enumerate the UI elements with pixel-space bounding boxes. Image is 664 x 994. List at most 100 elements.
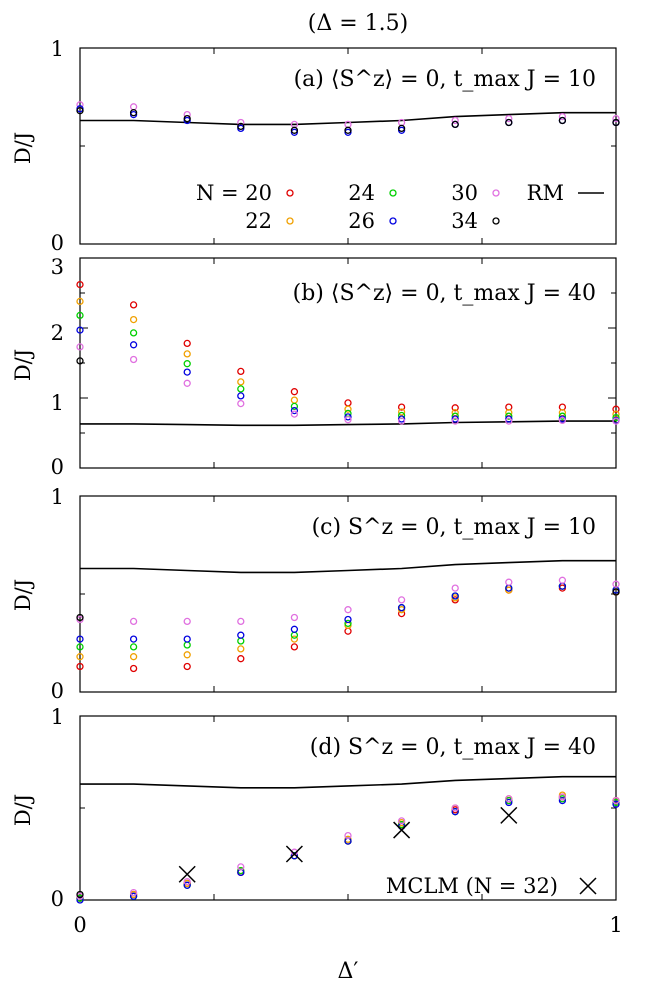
panel-d-point-pink-3 — [237, 863, 245, 871]
panel-b-point-pink-9 — [558, 416, 567, 425]
panel-d-point-pink-1 — [129, 888, 138, 897]
panel-c-point-pink-4 — [290, 613, 299, 622]
panel-d-point-pink-7 — [451, 804, 459, 812]
panel-b-rm-line — [80, 420, 616, 427]
panel-d-annotation: (d) S^z = 0, t_max J = 40 — [310, 735, 596, 760]
panel-b-point-30-4 — [290, 402, 299, 411]
panel-a-point-34-10 — [612, 118, 620, 127]
panel-c-point-26-2 — [183, 635, 191, 643]
panel-c-point-34-10 — [612, 588, 620, 596]
legend-marker-n34 — [492, 217, 500, 225]
panel-b-point-34-0 — [76, 357, 84, 365]
panel-d-point-26-8 — [505, 798, 513, 807]
panel-b-point-30-10 — [612, 413, 620, 422]
panel-b-point-22-5 — [344, 405, 352, 413]
panel-d-ylabel: D/J — [11, 794, 35, 826]
panel-c-ytick-0: 0 — [51, 679, 64, 703]
panel-b-point-20-5 — [344, 399, 352, 407]
panel-a-rm-line — [80, 111, 616, 126]
panel-c-point-20-3 — [237, 655, 245, 663]
legend-label-n34: 34 — [451, 209, 478, 233]
panel-a-point-34-7 — [451, 120, 459, 129]
panel-b-point-26-0 — [76, 326, 84, 334]
legend-label-n22: 22 — [245, 209, 272, 233]
panel-a-point-pink-9 — [558, 112, 567, 121]
panel-b-point-22-1 — [129, 315, 138, 324]
panel-d-point-26-10 — [612, 800, 620, 808]
panel-b-point-pink-10 — [612, 417, 620, 425]
panel-a-ytick-0: 0 — [51, 231, 64, 255]
panel-c-point-pink-5 — [344, 606, 352, 614]
panel-b-point-26-6 — [397, 415, 406, 423]
panel-b-point-20-0 — [76, 280, 84, 289]
panel-b-point-20-10 — [612, 405, 620, 413]
panel-a-point-34-5 — [344, 126, 352, 134]
panel-b-point-22-2 — [183, 350, 191, 358]
panel-c-point-20-1 — [129, 664, 138, 673]
panel-a-ytick-1: 1 — [51, 37, 64, 61]
panel-b-point-22-3 — [237, 378, 245, 386]
panel-b-ytick-0: 0 — [51, 455, 64, 479]
panel-b-ytick-2: 2 — [51, 321, 64, 345]
xtick-1: 1 — [609, 913, 622, 937]
panel-d-rm-line — [80, 775, 616, 789]
panel-a-annotation: (a) ⟨S^z⟩ = 0, t_max J = 10 — [294, 67, 596, 92]
panel-d-point-pink-2 — [183, 877, 191, 886]
panel-a-point-34-8 — [505, 118, 513, 127]
panel-b-point-30-0 — [76, 311, 84, 320]
panel-b-point-26-7 — [451, 415, 459, 423]
panel-a-point-34-2 — [183, 114, 191, 123]
panel-c-point-30-1 — [129, 643, 138, 651]
mclm-cross-3 — [500, 806, 518, 824]
panel-d-point-26-7 — [451, 808, 459, 816]
panel-a-point-34-6 — [397, 124, 406, 133]
panel-c-point-pink-10 — [612, 580, 620, 588]
panel-b-point-20-1 — [129, 301, 138, 309]
panel-c-point-26-7 — [451, 592, 459, 600]
panel-c-point-22-4 — [290, 635, 299, 643]
panel-b-point-26-1 — [129, 341, 138, 349]
legend-label-rm: RM — [527, 181, 564, 205]
panel-b-point-30-8 — [505, 412, 513, 420]
panel-d-ytick-0: 0 — [51, 887, 64, 911]
panel-c-point-22-3 — [237, 645, 245, 653]
mclm-cross-0 — [178, 865, 196, 883]
panel-c-point-26-5 — [344, 615, 352, 624]
panel-b-ylabel: D/J — [11, 349, 35, 381]
panel-b-point-22-6 — [397, 408, 406, 416]
mclm-cross-2 — [393, 821, 411, 839]
panel-c-ylabel: D/J — [11, 579, 35, 611]
panel-b-point-30-7 — [451, 412, 459, 420]
legend-label-n30: 30 — [451, 181, 478, 205]
panel-c-point-30-0 — [76, 643, 84, 651]
panel-c-point-20-0 — [76, 662, 84, 671]
panel-d-point-26-4 — [290, 852, 299, 860]
panel-b-annotation: (b) ⟨S^z⟩ = 0, t_max J = 40 — [293, 281, 596, 306]
panel-d-point-26-2 — [183, 881, 191, 889]
panel-b-point-26-2 — [183, 368, 191, 376]
panel-a-point-pink-8 — [505, 114, 513, 123]
xtick-0: 0 — [73, 913, 86, 937]
panel-c-point-pink-2 — [183, 617, 191, 626]
panel-c-point-pink-3 — [237, 617, 245, 626]
panel-b: (b) ⟨S^z⟩ = 0, t_max J = 40 D/J 0 1 2 3 — [11, 255, 617, 479]
panel-c-point-26-6 — [397, 604, 406, 612]
panel-d-point-pink-10 — [612, 796, 620, 805]
legend-marker-n26 — [389, 217, 397, 225]
panel-b-point-26-8 — [505, 415, 513, 423]
legend-marker-n30 — [492, 189, 500, 197]
panel-c-point-26-1 — [129, 635, 138, 643]
panel-c-point-22-0 — [76, 653, 84, 661]
mclm-label: MCLM (N = 32) — [386, 874, 558, 898]
panel-a-point-34-1 — [129, 109, 138, 117]
panel-a-point-34-0 — [76, 107, 84, 115]
panel-b-point-20-4 — [290, 388, 299, 396]
panel-b-point-30-2 — [183, 360, 191, 368]
panel-c-point-26-0 — [76, 635, 84, 643]
panel-d-point-26-9 — [558, 796, 567, 805]
panel-b-point-20-6 — [397, 403, 406, 411]
panel-c-ytick-1: 1 — [51, 485, 64, 509]
panel-b-point-30-9 — [558, 412, 567, 420]
panel-c-point-20-4 — [290, 643, 299, 651]
